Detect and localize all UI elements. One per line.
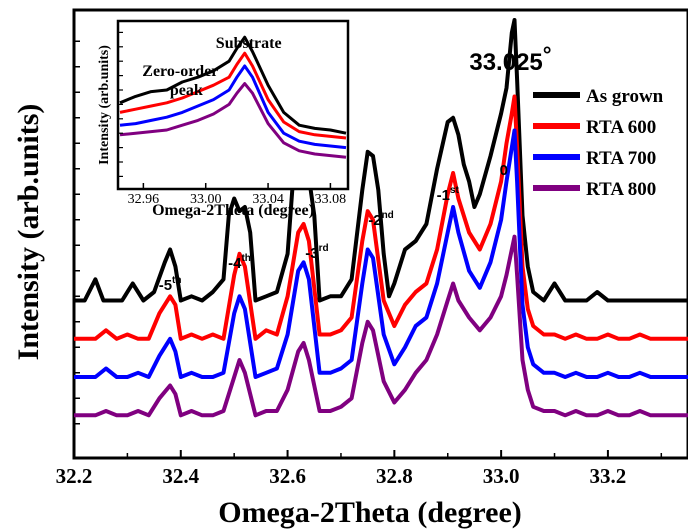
series-line-as-grown — [74, 18, 688, 303]
order-label-number: -4 — [228, 255, 242, 272]
inset-series-line-as-grown — [119, 35, 347, 135]
order-label-number: -3 — [305, 245, 318, 262]
order-label: -2nd — [368, 210, 394, 229]
legend-label: RTA 600 — [586, 117, 656, 138]
inset-annotations: Substrate Zero-order peak — [142, 35, 281, 99]
order-label-suffix: nd — [382, 210, 394, 221]
peak-position-value: 33.025 — [469, 49, 542, 76]
order-label-number: -1 — [437, 187, 450, 204]
inset-x-tick-label: 32.96 — [128, 192, 160, 207]
legend: As grown RTA 600 RTA 700 RTA 800 — [533, 86, 664, 200]
x-tick-label: 32.6 — [269, 464, 306, 488]
inset-annotation: Substrate — [216, 35, 282, 52]
order-label: 0 — [500, 162, 508, 179]
order-label-number: -5 — [159, 277, 172, 294]
main-y-ticks — [74, 40, 80, 425]
main-x-ticks: 32.2 32.4 32.6 32.8 33.0 33.2 — [56, 450, 663, 488]
series-line-rta-800 — [74, 234, 688, 418]
inset-x-axis-label: Omega-2Theta (degree) — [152, 202, 314, 219]
order-label: -1st — [437, 185, 460, 204]
series-line-rta-700 — [74, 128, 688, 379]
inset-x-tick-label: 33.08 — [315, 192, 347, 207]
inset-series-line-rta-800 — [119, 82, 347, 159]
series-line-rta-600 — [74, 94, 688, 341]
peak-position-unit: ° — [543, 42, 552, 67]
x-tick-label: 32.2 — [56, 464, 93, 488]
order-label-number: -2 — [368, 212, 381, 229]
main-x-axis-label: Omega-2Theta (degree) — [218, 496, 522, 529]
x-tick-label: 32.8 — [376, 464, 413, 488]
order-label-suffix: st — [450, 185, 460, 196]
x-tick-label: 33.0 — [483, 464, 520, 488]
inset-series-line-rta-600 — [119, 51, 347, 140]
inset-x-ticks: 32.96 33.00 33.04 33.08 — [128, 183, 347, 207]
inset-x-tick-label: 33.04 — [252, 192, 284, 207]
inset-plot: 32.96 33.00 33.04 33.08 Omega-2Theta (degre… — [97, 19, 350, 219]
inset-series-line-rta-700 — [119, 64, 347, 150]
inset-y-ticks — [118, 31, 123, 177]
x-tick-label: 32.4 — [162, 464, 199, 488]
order-label-suffix: th — [172, 275, 181, 286]
order-label: -3rd — [305, 243, 328, 262]
legend-label: RTA 800 — [586, 179, 656, 200]
inset-series-group — [119, 35, 347, 159]
inset-annotation: peak — [170, 82, 203, 99]
legend-label: As grown — [586, 86, 664, 107]
x-tick-label: 33.2 — [590, 464, 627, 488]
inset-y-axis-label: Intensity (arb.units) — [97, 45, 112, 165]
order-label-suffix: rd — [319, 243, 329, 254]
main-series-group — [74, 18, 688, 418]
order-label-number: 0 — [500, 162, 508, 179]
order-label-suffix: th — [241, 253, 250, 264]
legend-label: RTA 700 — [586, 148, 656, 169]
inset-annotation: Zero-order — [142, 63, 218, 80]
peak-position-label: 33.025° — [469, 42, 551, 76]
order-label: -4th — [228, 253, 251, 272]
inset-x-tick-label: 33.00 — [190, 192, 222, 207]
main-y-axis-label: Intensity (arb.units) — [12, 104, 45, 361]
order-label: -5th — [159, 275, 182, 294]
